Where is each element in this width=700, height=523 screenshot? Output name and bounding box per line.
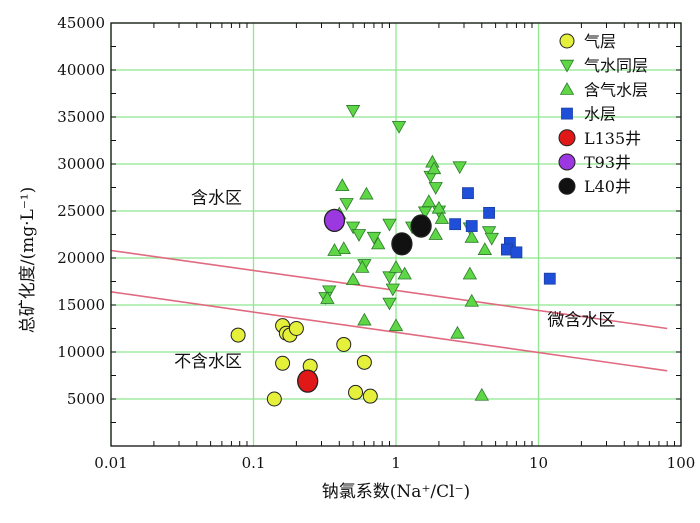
legend-marker [558, 177, 576, 195]
data-point [426, 161, 442, 175]
data-point [336, 336, 352, 352]
data-point [336, 241, 351, 255]
x-axis-title: 钠氯系数(Na⁺/Cl⁻) [322, 482, 470, 502]
data-point [465, 220, 478, 232]
data-point [288, 321, 304, 336]
data-point [431, 200, 447, 214]
data-point [428, 227, 443, 240]
data-point [357, 312, 372, 326]
legend-marker [559, 33, 575, 49]
y-tick-label: 15000 [57, 296, 105, 314]
x-tick-label: 1 [391, 454, 401, 472]
data-point [464, 230, 479, 243]
x-tick-label: 0.01 [94, 454, 127, 472]
y-tick-label: 35000 [57, 108, 105, 126]
y-tick-label: 10000 [57, 343, 105, 361]
data-point-layer [230, 105, 556, 407]
data-point [410, 214, 432, 238]
data-point [371, 236, 386, 250]
data-point [366, 231, 382, 245]
legend-label: 水层 [584, 105, 616, 124]
region-annotation: 微含水区 [547, 311, 615, 331]
y-tick-label: 5000 [67, 390, 105, 408]
legend-label: L135井 [584, 129, 641, 148]
x-tick-label: 100 [667, 454, 696, 472]
data-point [275, 355, 291, 371]
data-point [322, 285, 337, 299]
data-point [359, 186, 374, 200]
data-point [428, 182, 443, 195]
data-point [477, 242, 492, 255]
data-point [481, 226, 497, 239]
data-point [397, 266, 412, 280]
data-point [510, 246, 523, 259]
data-point [345, 105, 361, 118]
legend-marker [561, 107, 573, 120]
data-point [335, 178, 350, 192]
data-point [388, 318, 404, 332]
data-point [382, 218, 397, 232]
x-tick-label: 10 [529, 454, 548, 472]
y-tick-label: 30000 [57, 155, 105, 173]
data-point [339, 198, 354, 211]
data-point [474, 387, 489, 401]
data-point [449, 218, 462, 231]
data-point [385, 283, 401, 297]
legend-marker [559, 59, 575, 73]
data-point [391, 232, 413, 256]
region-annotation: 含水区 [191, 188, 242, 208]
legend-label: 气层 [584, 32, 616, 51]
data-point [484, 232, 499, 246]
data-point [320, 291, 335, 304]
legend-marker [558, 153, 576, 171]
data-point [462, 187, 474, 200]
data-point [483, 206, 495, 219]
data-point [356, 354, 372, 370]
y-axis-title: 总矿化度/(mg·L⁻¹) [18, 187, 38, 333]
boundary-line [110, 291, 668, 372]
data-point [266, 391, 282, 407]
tick-layer: 0.01 0.1 1 10 100 5000 10000 15000 20000 25000 300… [57, 14, 695, 472]
data-point [421, 194, 437, 208]
legend-label: 含气水层 [584, 80, 648, 99]
data-point [543, 272, 556, 285]
data-point [434, 211, 450, 224]
legend-marker [558, 129, 576, 147]
data-point [327, 243, 342, 256]
y-tick-label: 45000 [57, 14, 105, 32]
data-point [391, 121, 407, 134]
legend-label: 气水同层 [584, 56, 648, 75]
legend-label: T93井 [584, 153, 631, 172]
data-point [345, 272, 361, 286]
data-point [345, 221, 361, 235]
data-point [388, 260, 404, 273]
y-tick-label: 25000 [57, 202, 105, 220]
data-point [382, 297, 397, 311]
data-point [464, 293, 479, 307]
data-point [351, 229, 367, 242]
data-point [450, 325, 465, 339]
data-point [348, 384, 364, 400]
data-point [230, 327, 246, 343]
x-tick-label: 0.1 [242, 454, 266, 472]
data-point [297, 369, 319, 393]
data-point [355, 260, 370, 273]
data-point [462, 266, 478, 280]
y-tick-label: 40000 [57, 61, 105, 79]
data-point [452, 161, 467, 175]
legend-marker [559, 82, 575, 95]
data-point [323, 208, 346, 233]
legend-label: L40井 [584, 177, 631, 196]
data-point [362, 388, 378, 404]
y-tick-label: 20000 [57, 249, 105, 267]
region-annotation: 不含水区 [174, 352, 242, 372]
